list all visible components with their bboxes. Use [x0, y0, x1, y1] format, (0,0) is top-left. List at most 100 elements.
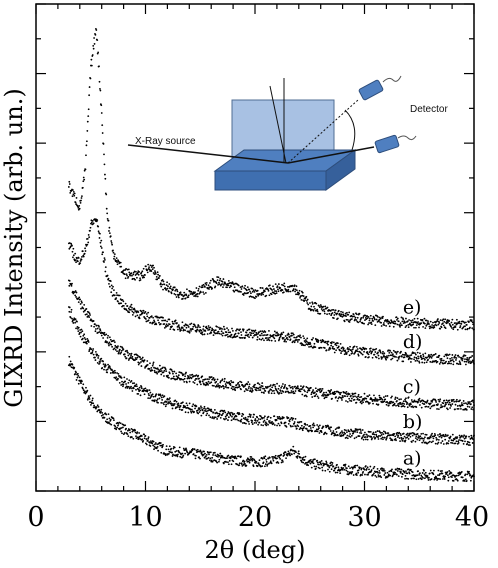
data-point [188, 377, 191, 380]
data-point [413, 358, 415, 361]
data-point [227, 331, 230, 334]
data-point [405, 437, 407, 439]
data-point [180, 453, 182, 456]
data-point [346, 395, 349, 398]
data-point [460, 402, 463, 404]
data-point [379, 435, 382, 437]
data-point [329, 430, 332, 432]
data-point [418, 399, 420, 402]
data-point [111, 243, 114, 246]
data-point [398, 437, 401, 440]
data-point [271, 390, 274, 392]
data-point [139, 356, 141, 359]
data-point [411, 400, 414, 403]
data-point [225, 461, 228, 463]
data-point [113, 376, 116, 379]
data-point [75, 379, 78, 381]
data-point [250, 421, 253, 424]
data-point [364, 431, 366, 434]
data-point [80, 328, 83, 331]
data-point [131, 306, 133, 309]
data-point [304, 341, 307, 344]
data-point [467, 444, 470, 446]
data-point [399, 433, 402, 435]
data-point [446, 408, 449, 411]
data-point [386, 471, 389, 474]
data-point [317, 428, 319, 431]
data-point [157, 273, 159, 276]
data-point [129, 274, 132, 277]
data-point [384, 356, 387, 358]
data-point [255, 460, 258, 463]
data-point [408, 404, 411, 407]
data-point [95, 324, 98, 327]
inset-xray-source-label: X-Ray source [135, 136, 196, 147]
data-point [99, 232, 101, 235]
data-point [104, 173, 106, 176]
data-point [240, 388, 242, 391]
data-point [445, 322, 448, 325]
data-point [439, 470, 442, 473]
data-point [165, 403, 168, 406]
data-point [431, 435, 434, 438]
data-point [323, 308, 325, 311]
data-point [439, 478, 442, 481]
data-point [71, 363, 74, 366]
data-point [345, 469, 348, 472]
data-point [205, 325, 208, 328]
data-point [468, 470, 470, 473]
data-point [414, 433, 416, 436]
data-point [301, 393, 304, 396]
data-point [83, 252, 86, 255]
data-point [152, 440, 155, 443]
data-point [289, 338, 292, 341]
data-point [258, 459, 261, 462]
data-point [90, 325, 93, 327]
data-point [126, 349, 128, 352]
data-point [290, 332, 293, 335]
data-point [367, 323, 369, 326]
data-point [447, 442, 450, 445]
data-point [362, 316, 365, 319]
data-point [149, 391, 152, 394]
data-point [193, 382, 196, 384]
data-point [423, 477, 426, 480]
data-point [305, 461, 308, 464]
data-point [444, 327, 447, 330]
data-point [275, 290, 278, 293]
data-point [386, 395, 389, 397]
data-point [244, 418, 246, 421]
data-point [227, 282, 229, 285]
data-point [323, 391, 325, 394]
data-point [336, 471, 339, 474]
data-point [167, 402, 169, 405]
data-point [353, 345, 356, 348]
data-point [222, 387, 225, 390]
data-point [214, 454, 217, 457]
data-point [100, 357, 103, 360]
data-point [381, 317, 384, 320]
data-point [373, 433, 376, 436]
data-point [177, 296, 180, 299]
data-point [106, 368, 109, 371]
data-point [377, 354, 380, 357]
data-point [257, 423, 260, 426]
data-point [416, 433, 419, 435]
data-point [413, 477, 415, 480]
data-point [471, 327, 474, 330]
data-point [295, 289, 298, 292]
data-point [165, 370, 168, 373]
data-point [276, 424, 278, 427]
data-point [110, 291, 113, 294]
data-point [195, 378, 198, 380]
data-point [130, 427, 133, 430]
data-point [343, 320, 346, 323]
data-point [204, 292, 207, 294]
data-point [352, 313, 355, 316]
data-point [407, 323, 410, 326]
data-point [178, 446, 181, 449]
data-point [443, 320, 446, 323]
data-point [301, 294, 304, 297]
data-point [449, 357, 452, 360]
series-label-4: d) [403, 331, 423, 353]
